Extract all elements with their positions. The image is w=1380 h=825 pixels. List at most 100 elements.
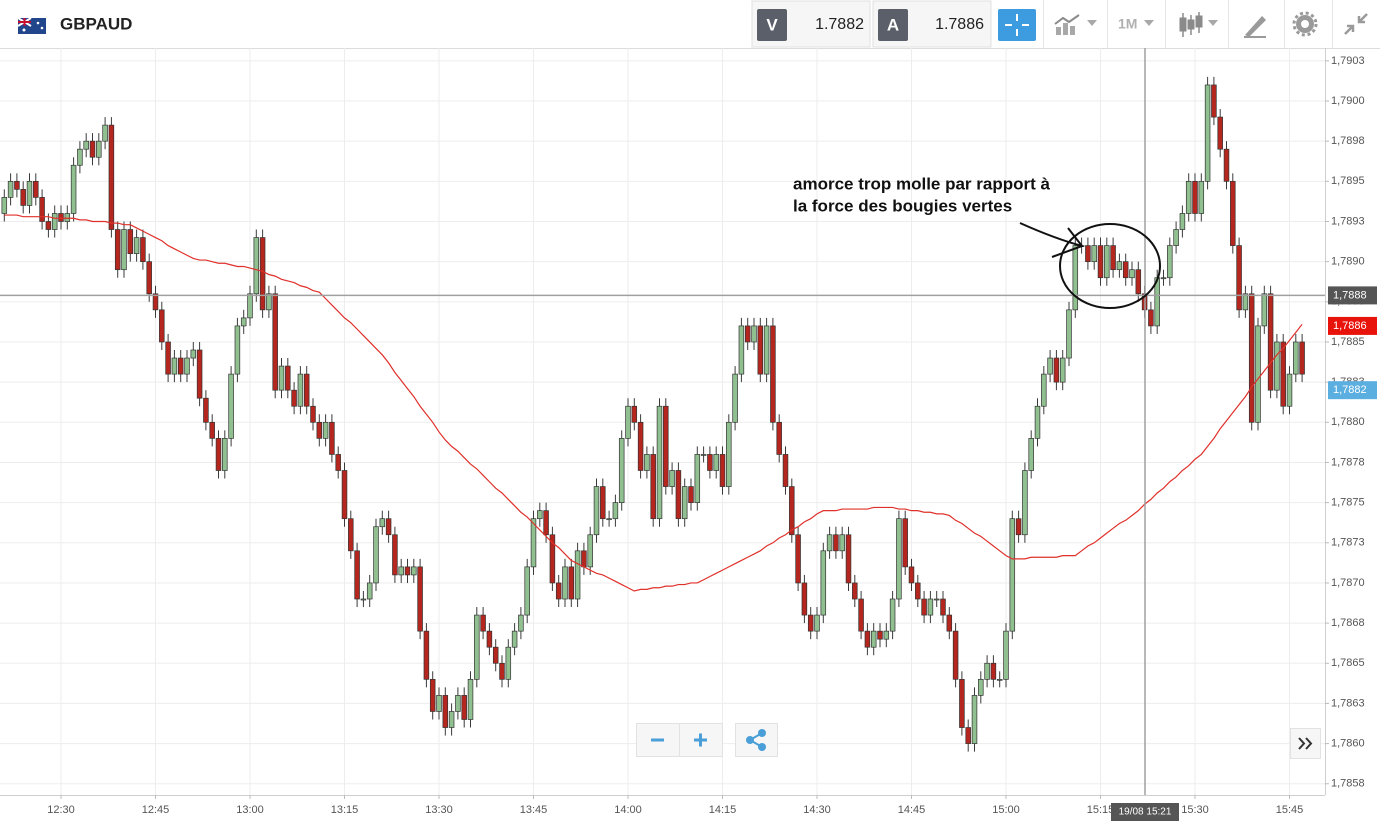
annotation-line: la force des bougies vertes bbox=[793, 196, 1012, 215]
candle-body bbox=[291, 389, 297, 407]
candle-body bbox=[908, 566, 915, 584]
candle-body bbox=[1286, 373, 1293, 407]
candle-body bbox=[461, 695, 467, 720]
candle-body bbox=[348, 518, 354, 552]
y-tick-label: 1,7890 bbox=[1331, 256, 1365, 268]
candle-body bbox=[732, 373, 738, 423]
candle-body bbox=[637, 421, 644, 471]
candle-body bbox=[650, 454, 656, 520]
crosshair-button[interactable] bbox=[998, 9, 1036, 41]
candle-body bbox=[700, 454, 707, 456]
candle-body bbox=[763, 325, 770, 375]
candle-body bbox=[1293, 341, 1299, 375]
candle-body bbox=[1104, 245, 1110, 279]
candle-body bbox=[385, 518, 392, 536]
share-button[interactable] bbox=[735, 723, 778, 757]
candle-body bbox=[1022, 470, 1028, 536]
candle-body bbox=[486, 630, 493, 648]
y-tick-label: 1,7875 bbox=[1331, 497, 1365, 509]
candle-body bbox=[329, 421, 335, 455]
candle-body bbox=[1160, 277, 1167, 280]
buy-price: 1.7886 bbox=[935, 16, 984, 33]
candle-body bbox=[505, 646, 512, 680]
timeframe-button[interactable]: 1M bbox=[1118, 16, 1154, 32]
candle-body bbox=[1091, 245, 1097, 263]
candle-body bbox=[165, 341, 171, 375]
candle-body bbox=[354, 550, 360, 600]
candle-body bbox=[1009, 518, 1016, 632]
y-tick-label: 1,7878 bbox=[1331, 456, 1365, 468]
candle-body bbox=[1198, 180, 1205, 214]
zoom-out-button[interactable] bbox=[636, 723, 680, 757]
candle-body bbox=[593, 486, 600, 536]
candle-body bbox=[77, 148, 83, 166]
candle-body bbox=[26, 180, 33, 206]
candle-body bbox=[1179, 213, 1186, 230]
candle-body bbox=[606, 518, 612, 521]
x-tick-label: 13:30 bbox=[425, 804, 453, 816]
candle-body bbox=[203, 397, 209, 423]
candle-body bbox=[1261, 293, 1268, 327]
candle-body bbox=[631, 405, 638, 423]
candle-body bbox=[398, 566, 404, 576]
collapse-button[interactable] bbox=[1344, 13, 1368, 35]
candle-body bbox=[39, 197, 45, 222]
candle-body bbox=[770, 325, 776, 423]
price-marker-label: 1,7886 bbox=[1333, 320, 1367, 332]
x-tick-label: 15:45 bbox=[1276, 804, 1304, 816]
candle-body bbox=[511, 630, 518, 648]
buy-label: A bbox=[887, 15, 899, 34]
y-tick-label: 1,7863 bbox=[1331, 697, 1365, 709]
candle-body bbox=[33, 180, 39, 198]
candle-body bbox=[858, 598, 864, 632]
candle-body bbox=[562, 566, 568, 600]
candle-body bbox=[455, 695, 461, 712]
candle-body bbox=[341, 470, 348, 520]
settings-button[interactable] bbox=[1292, 11, 1318, 37]
drawing-tools-button[interactable] bbox=[1244, 16, 1266, 38]
candle-body bbox=[442, 695, 449, 728]
x-tick-label: 12:30 bbox=[47, 804, 75, 816]
candle-body bbox=[1274, 341, 1280, 391]
candle-body bbox=[64, 213, 71, 222]
sell-button[interactable]: V 1.7882 bbox=[751, 0, 871, 48]
y-tick-label: 1,7873 bbox=[1331, 537, 1365, 549]
candle-body bbox=[782, 454, 789, 487]
candle-body bbox=[51, 213, 58, 230]
candle-body bbox=[310, 405, 316, 423]
candle-body bbox=[1148, 309, 1154, 327]
buy-button[interactable]: A 1.7886 bbox=[872, 0, 992, 48]
candle-body bbox=[555, 582, 562, 600]
candle-body bbox=[675, 470, 682, 520]
candle-body bbox=[933, 598, 940, 601]
x-tick-label: 13:00 bbox=[236, 804, 264, 816]
candle-body bbox=[789, 486, 795, 536]
sell-label: V bbox=[766, 15, 778, 34]
chart-type-button[interactable] bbox=[1054, 14, 1097, 35]
candle-body bbox=[543, 510, 549, 536]
y-tick-label: 1,7900 bbox=[1331, 95, 1365, 107]
candle-body bbox=[757, 325, 764, 375]
candle-body bbox=[140, 237, 146, 263]
candle-body bbox=[1116, 261, 1123, 271]
candle-type-button[interactable] bbox=[1179, 12, 1218, 37]
candle-body bbox=[1192, 180, 1198, 214]
zoom-in-button[interactable] bbox=[679, 723, 723, 757]
scroll-to-end-button[interactable] bbox=[1290, 728, 1321, 759]
candle-body bbox=[335, 454, 341, 471]
candle-body bbox=[1053, 357, 1060, 383]
candle-body bbox=[681, 486, 688, 520]
candle-body bbox=[429, 678, 436, 712]
candle-body bbox=[1223, 148, 1230, 182]
toolbar-separators bbox=[1043, 0, 1333, 48]
candle-body bbox=[807, 614, 814, 632]
candle-body bbox=[952, 630, 959, 680]
candle-body bbox=[795, 534, 801, 584]
candle-body bbox=[600, 486, 606, 520]
candle-body bbox=[1085, 245, 1091, 263]
candle-body bbox=[1167, 245, 1173, 279]
candle-body bbox=[171, 357, 178, 375]
symbol: GBPAUD bbox=[60, 14, 132, 33]
candle-body bbox=[656, 405, 663, 520]
